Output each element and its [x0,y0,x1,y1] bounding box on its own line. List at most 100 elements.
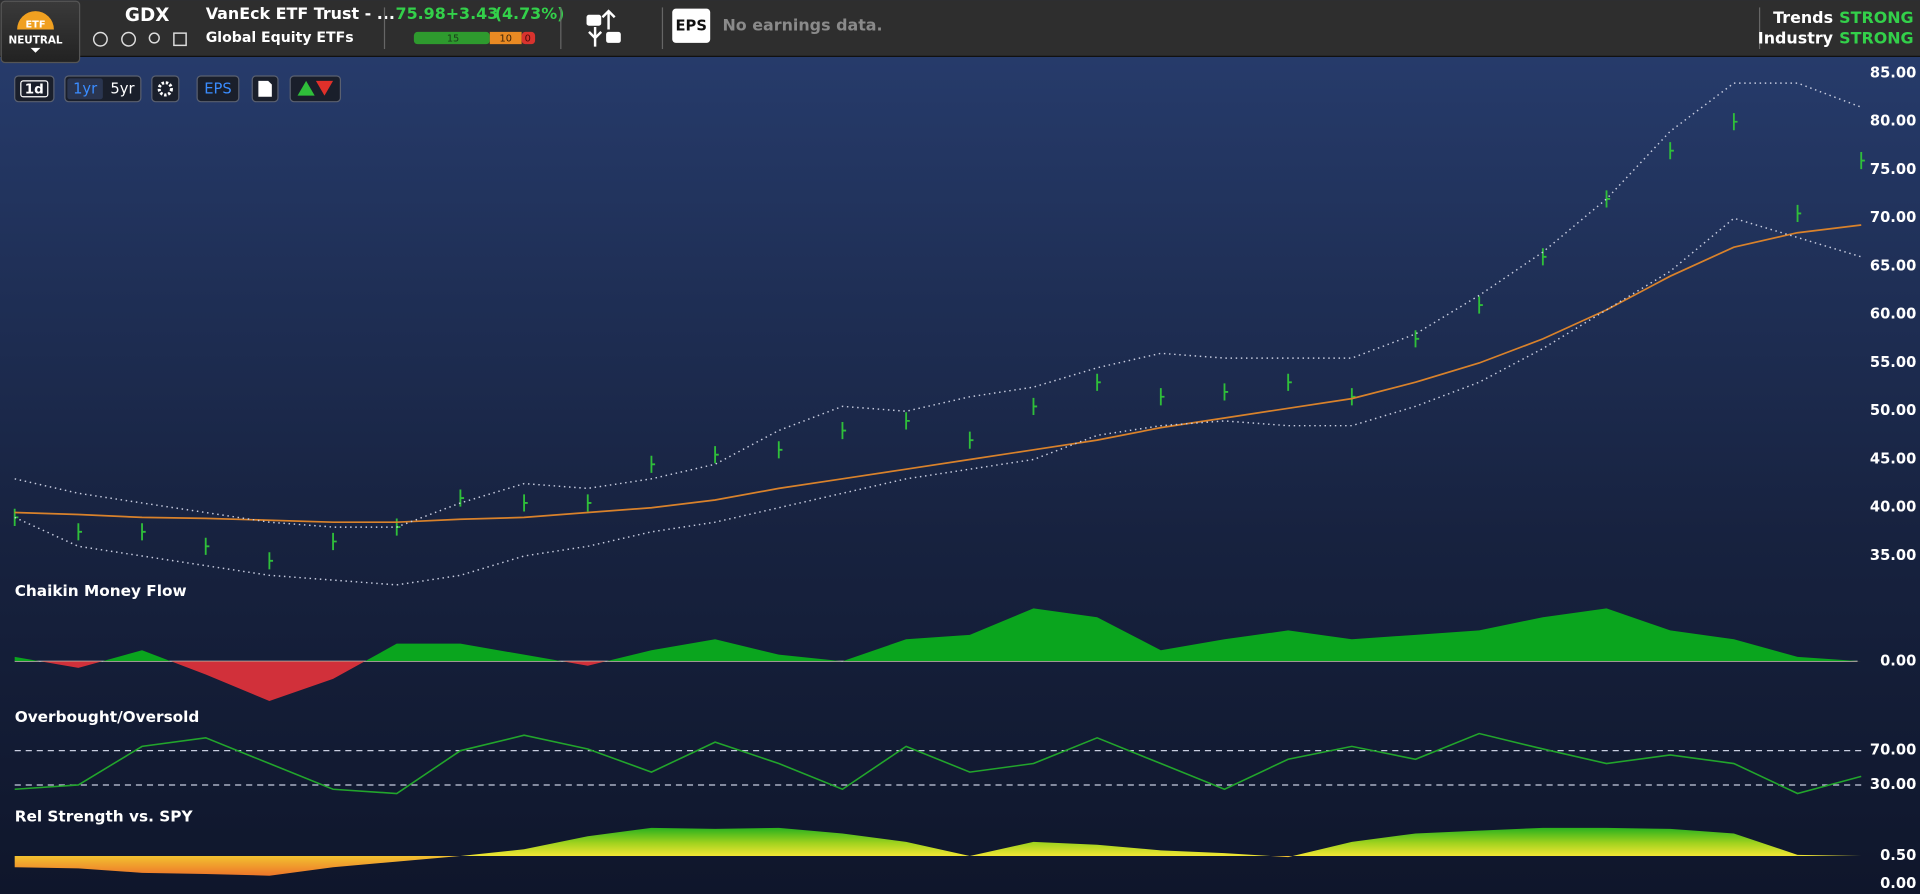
pdf-icon [258,80,272,97]
price-bar [1669,142,1674,160]
y-tick-label: 50.00 [1870,402,1916,419]
price-bar [268,552,274,570]
price-bar [1223,383,1229,401]
price-bar [905,412,910,430]
panel-title: Rel Strength vs. SPY [15,807,194,825]
y-tick-label: 55.00 [1870,354,1916,371]
search-icon[interactable] [148,32,160,44]
y-tick-label: 75.00 [1870,161,1916,178]
eps-note: No earnings data. [722,15,882,34]
period-button[interactable]: 1d [14,75,55,103]
price-bar [1032,397,1038,415]
price-bar [1414,330,1420,348]
price-bar [204,537,210,555]
y-tick-label: 40.00 [1870,499,1916,516]
rating-bar: 15 10 0 [413,31,536,45]
icon-part [586,14,602,26]
price-bar [332,532,337,551]
badge-label: ETF [25,20,45,31]
price-bar [1159,388,1165,406]
price-bar [1478,296,1483,314]
industry-value: STRONG [1839,29,1913,48]
fund-name: VanEck ETF Trust - ... [206,4,395,23]
y-tick-label: 70.00 [1870,742,1916,759]
price-bar [650,455,656,473]
price-bar [523,494,528,512]
y-tick-label: 35.00 [1870,547,1916,564]
price-change: +3.43 [446,4,499,23]
trends-value: STRONG [1839,8,1913,27]
range-button[interactable]: 5yr [110,80,135,97]
price-bar [1605,190,1611,208]
rating-count: 10 [499,34,511,45]
up-arrow [297,80,315,96]
price-bar [459,489,465,507]
compare-icon[interactable] [586,9,621,47]
button-frame [151,75,180,103]
y-tick-label: 80.00 [1870,113,1916,130]
industry-label: Industry [1758,29,1834,48]
range-button[interactable]: 1yr [73,80,98,97]
pdf-button[interactable] [251,75,279,103]
badge-caret [30,47,41,53]
moving-average [14,224,1862,524]
symbol: GDX [125,5,169,26]
gear-icon [157,81,173,97]
note-icon[interactable] [173,32,187,47]
range-group: 1yr 5yr [64,75,142,103]
price-bar [777,441,783,459]
money-flow-negative [14,661,1862,701]
icon-arrows [588,9,616,47]
button-inner [20,80,49,98]
price-bar [586,494,592,512]
rating-neutral [489,31,522,45]
y-tick-label: 65.00 [1870,257,1916,274]
price-bar [714,446,719,464]
button-frame [14,75,55,103]
rating-count: 15 [447,34,459,45]
y-tick-label: 30.00 [1870,776,1916,793]
y-tick-label: 60.00 [1870,306,1916,323]
price-bar [841,421,847,440]
settings-button[interactable] [151,75,180,103]
price-change-pct: (4.73%) [495,4,565,23]
badge-rating: NEUTRAL [9,34,63,46]
y-tick-label: 85.00 [1870,64,1916,81]
add-icon[interactable] [121,31,137,47]
rating-count: 0 [525,34,531,45]
y-tick-label: 0.00 [1880,652,1916,669]
rel-strength-above [14,827,1862,856]
eps-button[interactable]: EPS [196,75,240,103]
period-label: 1d [25,82,44,97]
price-bar [1860,151,1865,170]
fund-category: Global Equity ETFs [206,30,354,46]
money-flow-positive [14,608,1862,662]
button-frame [289,75,342,103]
panel-title: Chaikin Money Flow [15,582,187,600]
active-range [67,78,103,100]
signals-button[interactable] [289,75,342,103]
oscillator-line [14,732,1862,795]
price-bar [1096,373,1101,391]
header-bar [0,0,1920,57]
eps-button-label: EPS [204,80,231,97]
rating-bullish [413,31,490,45]
y-tick-label: 45.00 [1870,450,1916,467]
price-bar [141,523,146,541]
icon-part [606,31,621,43]
toolbar: 1d 1yr 5yr EPS [14,75,342,103]
badge-gauge [17,11,54,30]
panel-title: Overbought/Oversold [15,708,200,726]
price-bar [77,523,83,541]
y-tick-label: 0.50 [1880,847,1916,864]
etf-badge[interactable]: ETF NEUTRAL [0,0,81,64]
price: 75.98 [396,4,446,23]
price-bar [1287,373,1292,391]
header-icons [92,31,187,47]
down-arrow [315,80,334,96]
eps-box [672,8,711,43]
price-bar [1796,204,1802,222]
info-icon[interactable] [92,31,108,47]
rating-bearish [521,31,536,45]
